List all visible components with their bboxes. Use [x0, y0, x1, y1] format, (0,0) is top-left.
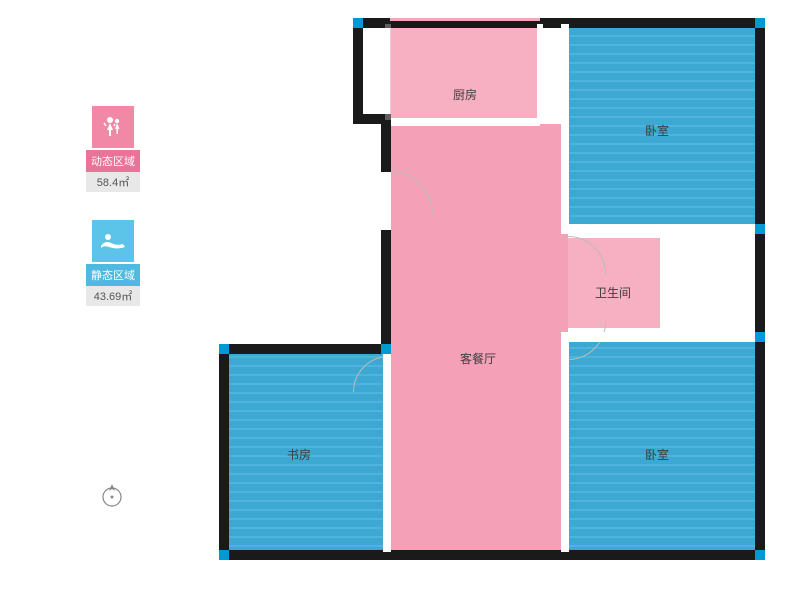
wall-corner-accent: [755, 332, 765, 342]
room-label-living: 客餐厅: [460, 350, 496, 367]
legend-dynamic-value: 58.4㎡: [86, 172, 140, 192]
wall-interior: [660, 236, 666, 330]
wall-exterior: [353, 18, 363, 124]
legend-dynamic-label: 动态区域: [86, 150, 140, 172]
wall-exterior: [219, 344, 391, 354]
dynamic-zone-icon: [92, 106, 134, 148]
wall-interior: [537, 24, 543, 120]
wall-corner-accent: [755, 18, 765, 28]
wall-gap: [381, 172, 391, 230]
room-label-kitchen: 厨房: [453, 86, 477, 103]
wall-corner-accent: [219, 550, 229, 560]
wall-exterior: [381, 114, 391, 354]
room-kitchen: [390, 26, 540, 124]
wall-gap: [390, 118, 540, 126]
wall-interior: [383, 352, 391, 552]
room-label-study: 书房: [287, 446, 311, 463]
wall-interior: [561, 24, 569, 234]
legend-static: 静态区域 43.69㎡: [83, 220, 143, 306]
legend-static-label: 静态区域: [86, 264, 140, 286]
wall-interior: [385, 24, 391, 120]
wall-corner-accent: [219, 344, 229, 354]
legend-static-value: 43.69㎡: [86, 286, 140, 306]
room-label-bedroom2: 卧室: [645, 446, 669, 463]
wall-corner-accent: [755, 224, 765, 234]
floorplan: 厨房客餐厅卫生间卧室卧室书房: [225, 18, 765, 578]
wall-edge-pink: [390, 18, 540, 21]
static-zone-icon: [92, 220, 134, 262]
wall-corner-accent: [353, 18, 363, 28]
legend-dynamic: 动态区域 58.4㎡: [83, 106, 143, 192]
wall-exterior: [219, 550, 765, 560]
wall-exterior: [755, 18, 765, 560]
wall-interior: [561, 334, 569, 552]
compass-icon: [97, 480, 127, 510]
wall-exterior: [219, 344, 229, 560]
room-label-bathroom: 卫生间: [595, 284, 631, 301]
legend-panel: 动态区域 58.4㎡ 静态区域 43.69㎡: [83, 106, 143, 334]
room-label-bedroom1: 卧室: [645, 122, 669, 139]
wall-corner-accent: [381, 344, 391, 354]
wall-interior: [561, 224, 761, 234]
wall-corner-accent: [755, 550, 765, 560]
wall-interior: [561, 332, 761, 342]
